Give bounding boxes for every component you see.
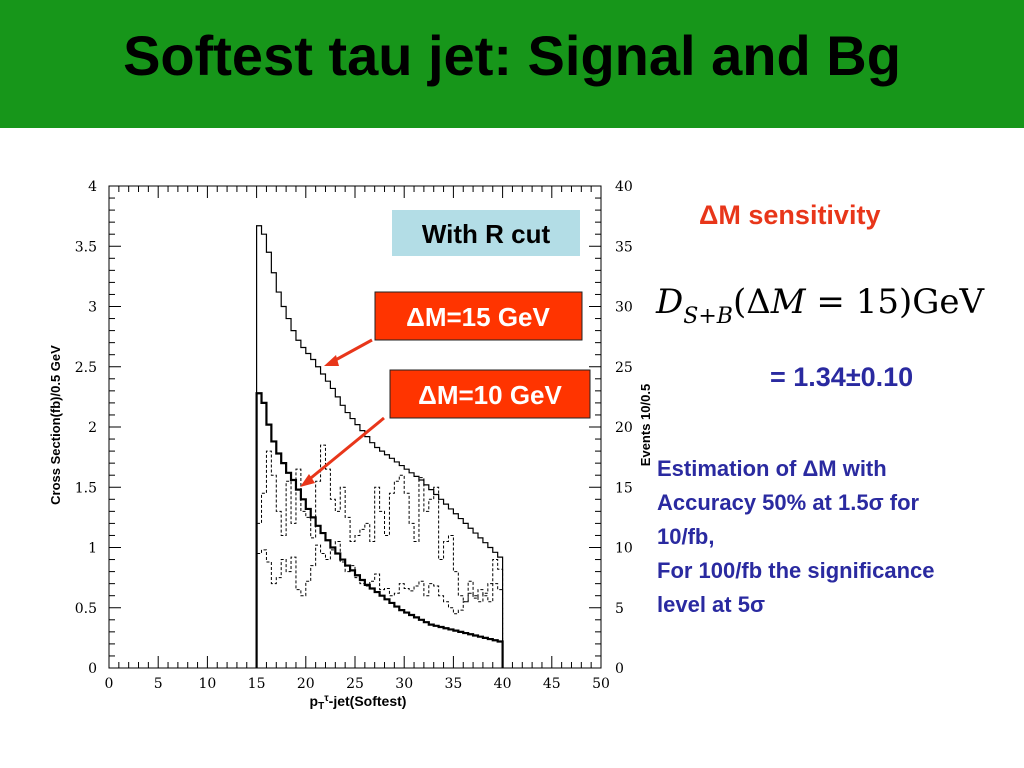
x-tick-label: 30 xyxy=(395,676,413,692)
ticks-layer: 0 5 10 15 20 25 30 35 40 45 5000.511.522.533.54051… xyxy=(75,179,633,692)
y-tick-label: 0.5 xyxy=(75,601,97,617)
dm10-label-box xyxy=(389,369,591,419)
estimation-line: level at 5σ xyxy=(657,592,766,617)
histogram-series-solid-thin xyxy=(256,225,504,668)
slide-title: Softest tau jet: Signal and Bg xyxy=(123,24,901,87)
dm10-label: ΔM=10 GeV xyxy=(418,380,562,410)
y2-tick-label: 25 xyxy=(615,360,633,376)
dm15-label: ΔM=15 GeV xyxy=(406,302,550,332)
formula-d: D xyxy=(656,282,684,322)
x-tick-label: 20 xyxy=(297,676,315,692)
y-tick-label: 1.5 xyxy=(75,480,97,496)
y2-tick-label: 5 xyxy=(615,601,624,617)
formula-open: (Δ xyxy=(732,282,771,322)
dm15-label-box xyxy=(374,291,583,341)
y2-tick-label: 15 xyxy=(615,480,633,496)
formula-var: M xyxy=(770,282,806,322)
x-tick-label: 45 xyxy=(543,676,561,692)
histogram-series-dashed-background xyxy=(256,540,504,668)
y2-tick-label: 10 xyxy=(615,541,633,557)
x-tick-label: 50 xyxy=(592,676,610,692)
y2-tick-label: 20 xyxy=(615,420,633,436)
histogram-series-dashed-signal xyxy=(256,444,504,668)
x-tick-label: 35 xyxy=(444,676,462,692)
plot-layer xyxy=(108,185,602,669)
x-tick-label: 25 xyxy=(346,676,364,692)
y2-tick-label: 0 xyxy=(615,661,624,677)
sensitivity-formula: DS+B(ΔM = 15)GeV xyxy=(656,282,984,329)
y-tick-label: 3 xyxy=(88,300,97,316)
x-axis-title: pTτ-jet(Softest) xyxy=(310,693,407,712)
with-r-cut-box xyxy=(392,210,580,256)
formula-rest: = 15)GeV xyxy=(805,282,985,322)
x-tick-label: 15 xyxy=(248,676,266,692)
y-tick-label: 2 xyxy=(88,420,97,436)
estimation-text: Estimation of ΔM with Accuracy 50% at 1.… xyxy=(657,452,1024,622)
histogram-series-solid-thick xyxy=(255,392,504,668)
y-tick-label: 2.5 xyxy=(75,360,97,376)
dm10-arrow xyxy=(305,416,385,484)
x-tick-label: 0 xyxy=(105,676,114,692)
dm10-arrowhead xyxy=(300,474,315,487)
y-tick-label: 4 xyxy=(88,179,97,195)
estimation-line: 10/fb, xyxy=(657,524,715,549)
histogram-chart: 0 5 10 15 20 25 30 35 40 45 5000.511.522.533.54051… xyxy=(48,179,653,712)
estimation-line: Accuracy 50% at 1.5σ for xyxy=(657,490,920,515)
title-banner xyxy=(0,0,1024,128)
dm15-arrowhead xyxy=(324,355,339,366)
x-tick-label: 40 xyxy=(494,676,512,692)
sensitivity-result: = 1.34±0.10 xyxy=(770,362,914,392)
y-axis-title: Cross Section(fb)/0.5 GeV xyxy=(48,345,63,505)
sensitivity-title: ΔM sensitivity xyxy=(699,200,881,230)
estimation-line: For 100/fb the significance xyxy=(657,558,935,583)
y2-tick-label: 35 xyxy=(615,239,633,255)
y-tick-label: 0 xyxy=(88,661,97,677)
y2-tick-label: 30 xyxy=(615,300,633,316)
y-tick-label: 3.5 xyxy=(75,239,97,255)
with-r-cut-label: With R cut xyxy=(422,219,551,249)
series-layer xyxy=(255,225,504,668)
x-tick-label: 5 xyxy=(154,676,163,692)
x-tick-label: 10 xyxy=(198,676,216,692)
estimation-line: Estimation of ΔM with xyxy=(657,456,887,481)
y2-tick-label: 40 xyxy=(615,179,633,195)
y-tick-label: 1 xyxy=(88,541,97,557)
y2-axis-title: Events 10/0.5 xyxy=(638,384,653,466)
plot-frame xyxy=(108,185,602,669)
formula-subscript: S+B xyxy=(683,304,733,329)
